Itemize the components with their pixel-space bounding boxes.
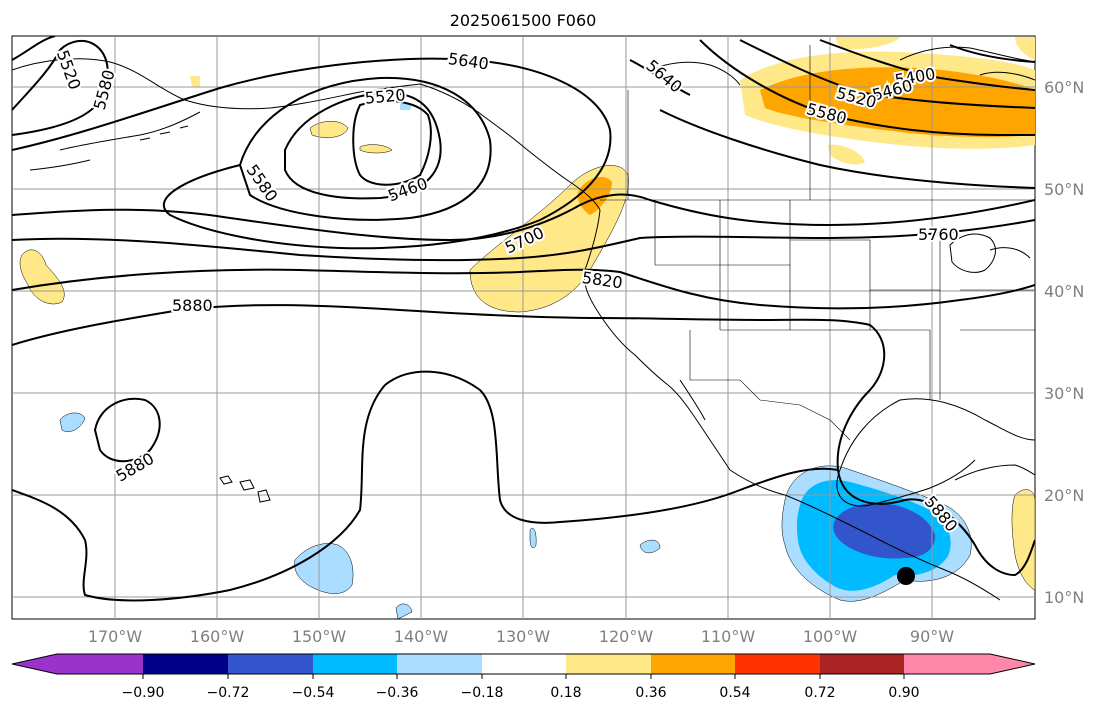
colorbar-segment — [313, 654, 397, 674]
shade-small-lightblue-1 — [59, 412, 86, 432]
contour-5880-south — [12, 370, 839, 602]
colorbar-outline — [11, 653, 1036, 675]
shade-small-lightblue-2 — [639, 539, 661, 554]
storm-center-marker — [897, 567, 915, 585]
lat-label: 20°N — [1044, 486, 1084, 505]
shade-canada-yellow-top — [835, 37, 900, 50]
colorbar-segment — [228, 654, 313, 674]
contour-label: 5880 — [172, 296, 213, 315]
colorbar-tick-label: −0.54 — [292, 685, 335, 701]
lon-label: 100°W — [803, 627, 858, 646]
colorbar-tick-label: 0.18 — [550, 685, 581, 701]
contour-ne-d — [659, 109, 1035, 189]
lat-label: 30°N — [1044, 384, 1084, 403]
map-area — [12, 36, 1035, 619]
contour-5760 — [12, 219, 1035, 262]
colorbar-segment — [651, 654, 735, 674]
contour-5520-ring — [284, 91, 442, 200]
longitude-axis: 170°W 160°W 150°W 140°W 130°W 120°W 110°… — [88, 627, 954, 646]
lat-label: 10°N — [1044, 588, 1084, 607]
contour-5640-arc — [12, 57, 612, 250]
contour-5640-ne — [629, 59, 691, 96]
shade-epac-blue — [833, 503, 936, 559]
latitude-axis: 60°N 50°N 40°N 30°N 20°N 10°N — [1044, 78, 1084, 607]
borders — [600, 45, 1035, 441]
colorbar-segment — [904, 654, 1035, 674]
colorbar-segment — [143, 654, 228, 674]
shade-small-lightblue-4 — [529, 527, 537, 548]
shade-alaska-yellow-3 — [190, 76, 200, 88]
colorbar-segment — [735, 654, 820, 674]
lon-label: 150°W — [292, 627, 347, 646]
contour-5880 — [12, 304, 1035, 577]
coastlines — [12, 46, 1035, 601]
contour-label: 5520 — [364, 85, 406, 107]
contour-5460 — [352, 100, 432, 186]
colorbar-segment — [820, 654, 904, 674]
contour-ne-a — [699, 39, 1035, 136]
colorbar-segment — [566, 654, 651, 674]
shade-hawaii-lightblue — [294, 543, 354, 594]
contour-5580-ring — [238, 76, 492, 221]
shade-small-lightblue-5 — [400, 104, 412, 110]
shade-dateline-yellow — [19, 249, 65, 305]
contour-5820 — [12, 268, 1035, 310]
colorbar-tick-label: 0.36 — [635, 685, 666, 701]
contour-ne-e — [949, 44, 1035, 63]
shade-canada-orange — [760, 67, 1035, 137]
colorbar-tick-label: 0.72 — [804, 685, 835, 701]
lon-label: 110°W — [701, 627, 756, 646]
colorbar-tick-label: 0.90 — [888, 685, 919, 701]
lon-label: 170°W — [88, 627, 143, 646]
lon-label: 140°W — [394, 627, 449, 646]
lat-lon-grid — [12, 36, 1035, 619]
colorbar-segment — [397, 654, 482, 674]
colorbar-tick-label: 0.54 — [719, 685, 750, 701]
lat-label: 60°N — [1044, 78, 1084, 97]
shade-small-lightblue-3 — [395, 603, 413, 619]
colorbar-segment — [12, 654, 143, 674]
height-contours — [12, 36, 1035, 602]
colorbar-tick-label: −0.18 — [461, 685, 504, 701]
contour-ne-b — [739, 39, 1035, 109]
colorbar-segment — [482, 654, 566, 674]
lon-label: 120°W — [599, 627, 654, 646]
contour-west-low-2 — [12, 36, 56, 61]
lon-label: 90°W — [910, 627, 954, 646]
contour-label: 5760 — [918, 225, 959, 244]
colorbar: −0.90 −0.72 −0.54 −0.36 −0.18 0.18 0.36 … — [11, 653, 1036, 701]
shade-westcoast-orange — [577, 177, 612, 215]
shade-alaska-yellow-2 — [359, 144, 393, 154]
contour-west-low — [12, 39, 109, 136]
shaded-fields — [19, 37, 1035, 619]
colorbar-tick-label: −0.72 — [207, 685, 250, 701]
shade-gulf-yellow — [1011, 489, 1035, 591]
contour-ne-c — [819, 39, 1035, 91]
shade-canada-yellow-tr — [1015, 37, 1035, 60]
contour-5880-small — [93, 397, 161, 463]
colorbar-tick-label: −0.90 — [122, 685, 165, 701]
map-title: 2025061500 F060 — [450, 11, 597, 30]
lon-label: 130°W — [496, 627, 551, 646]
shade-canada-small — [828, 144, 865, 165]
lat-label: 50°N — [1044, 180, 1084, 199]
lon-label: 160°W — [190, 627, 245, 646]
lat-label: 40°N — [1044, 282, 1084, 301]
contour-5700 — [12, 193, 1035, 242]
colorbar-tick-label: −0.36 — [376, 685, 419, 701]
